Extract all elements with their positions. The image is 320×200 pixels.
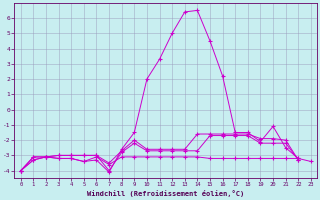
X-axis label: Windchill (Refroidissement éolien,°C): Windchill (Refroidissement éolien,°C): [87, 190, 244, 197]
